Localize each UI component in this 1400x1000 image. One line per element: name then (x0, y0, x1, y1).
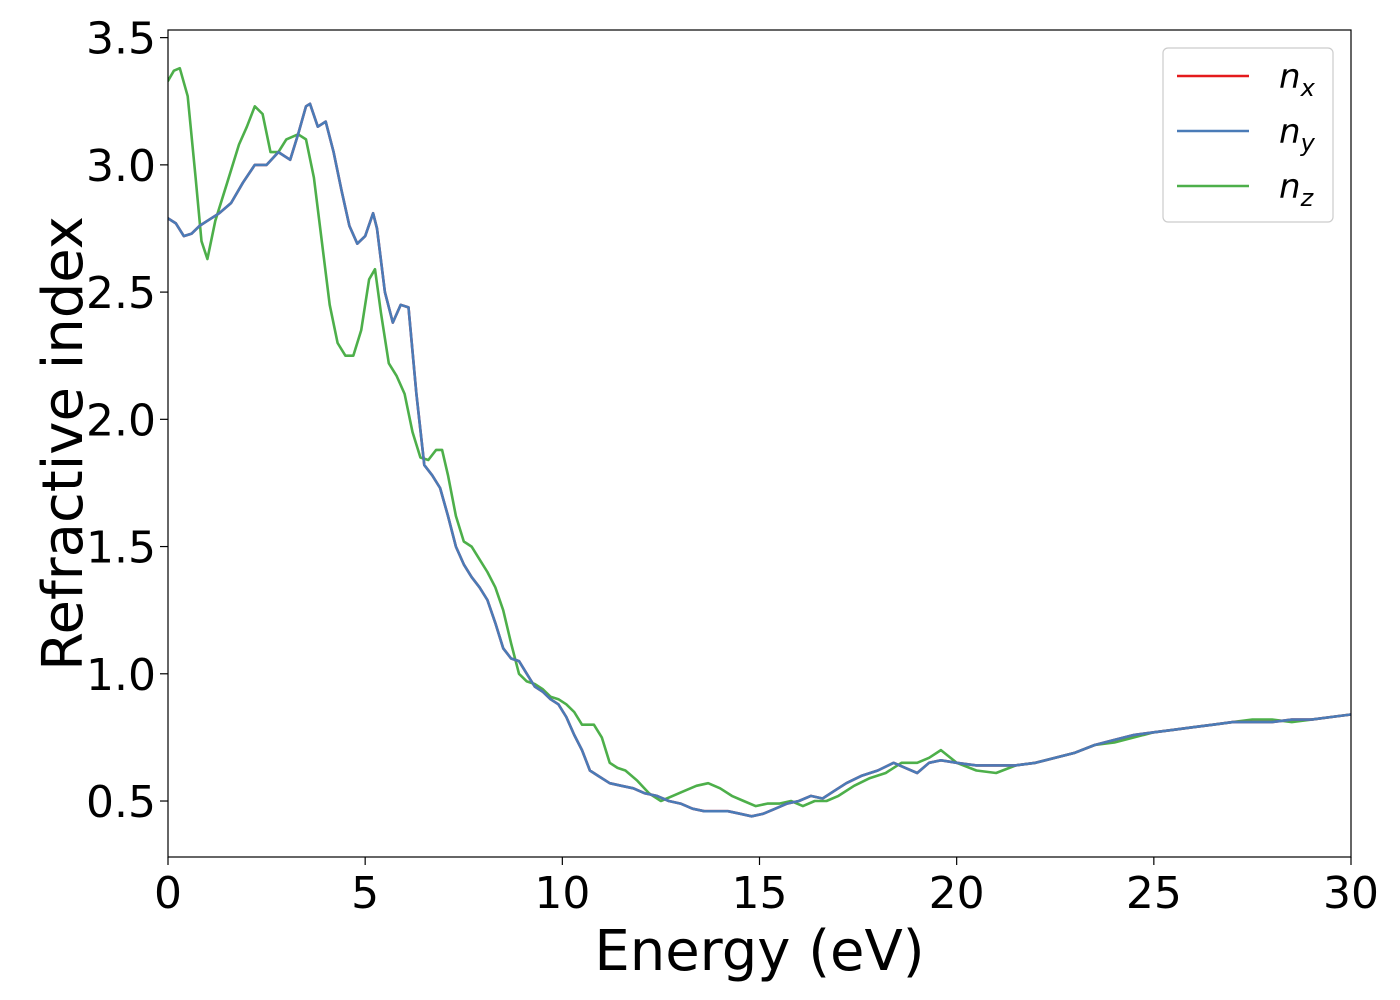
y-tick-label: 1.0 (86, 650, 156, 701)
legend-label: ny (1279, 112, 1316, 157)
legend-label-sub: z (1300, 184, 1315, 212)
legend-label-main: n (1279, 167, 1301, 207)
legend-box (1162, 47, 1334, 223)
y-axis-title: Refractive index (31, 216, 96, 671)
legend-item-n-y: ny (1177, 112, 1316, 157)
legend-label-main: n (1279, 112, 1301, 152)
y-axis-ticks: 0.5 1.0 1.5 2.0 2.5 3.0 3.5 (86, 14, 168, 828)
legend-item-n-z: nz (1177, 167, 1315, 212)
x-tick-label: 20 (929, 868, 985, 919)
y-tick-label: 2.5 (86, 268, 156, 319)
legend-item-n-x: nx (1177, 57, 1316, 102)
x-tick-label: 30 (1323, 868, 1379, 919)
y-tick-label: 0.5 (86, 777, 156, 828)
x-tick-label: 15 (732, 868, 788, 919)
x-tick-label: 5 (351, 868, 379, 919)
legend-label: nx (1279, 57, 1316, 102)
series-line-n-y (168, 102, 1351, 818)
legend-label-main: n (1279, 57, 1301, 97)
y-tick-label: 3.0 (86, 141, 156, 192)
x-axis-title: Energy (eV) (594, 919, 924, 984)
legend-label-sub: x (1300, 74, 1316, 102)
legend-label: nz (1279, 167, 1315, 212)
y-tick-label: 3.5 (86, 14, 156, 65)
x-axis-ticks: 0 5 10 15 20 25 30 (154, 857, 1379, 919)
x-tick-label: 10 (534, 868, 590, 919)
legend-label-sub: y (1300, 129, 1316, 157)
series-line-n-z (168, 66, 1351, 808)
y-tick-label: 1.5 (86, 523, 156, 574)
y-tick-label: 2.0 (86, 395, 156, 446)
x-tick-label: 25 (1126, 868, 1182, 919)
x-tick-label: 0 (154, 868, 182, 919)
series-layer (168, 66, 1351, 818)
